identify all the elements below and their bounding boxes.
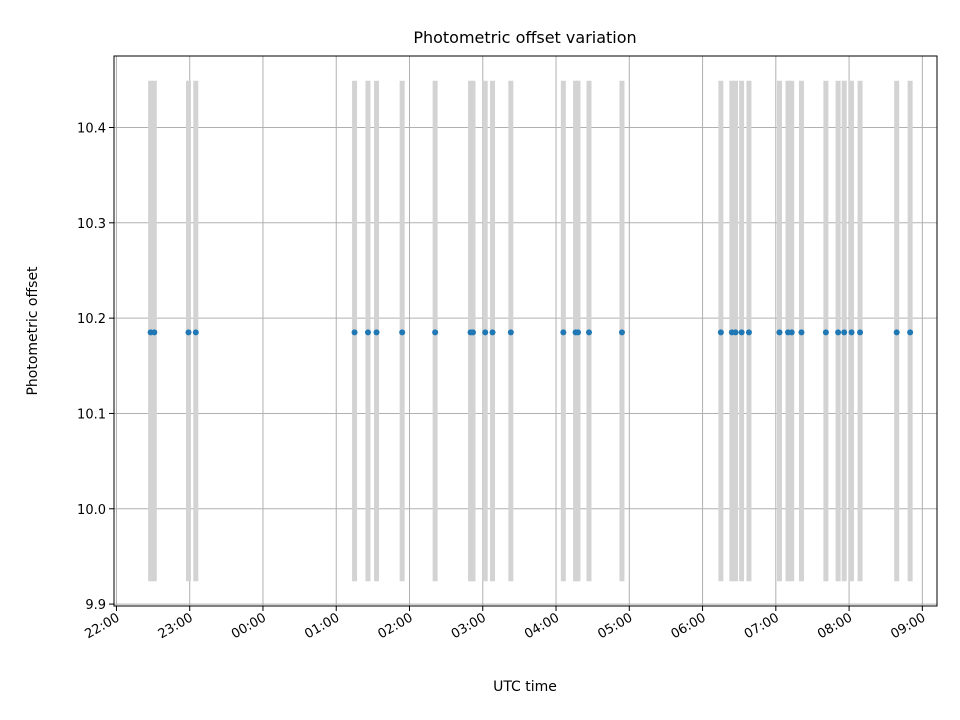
plot-frame xyxy=(113,55,938,607)
data-point xyxy=(835,329,842,336)
data-point xyxy=(822,329,829,336)
data-point xyxy=(192,329,199,336)
data-point xyxy=(585,329,592,336)
data-point xyxy=(732,329,739,336)
data-point xyxy=(560,329,567,336)
data-point xyxy=(798,329,805,336)
data-point xyxy=(469,329,476,336)
data-point xyxy=(482,329,489,336)
data-point xyxy=(907,329,914,336)
y-tick-label: 10.3 xyxy=(77,217,106,232)
y-tick-label: 9.9 xyxy=(85,598,106,613)
data-point xyxy=(618,329,625,336)
y-axis-label: Photometric offset xyxy=(25,266,41,396)
y-tick-label: 10.1 xyxy=(77,407,106,422)
data-point xyxy=(788,329,795,336)
y-axis-ticks: 9.9 10.0 10.1 10.2 10.3 10.4 xyxy=(77,121,114,613)
data-point xyxy=(432,329,439,336)
data-point xyxy=(841,329,848,336)
data-point xyxy=(776,329,783,336)
data-point xyxy=(575,329,582,336)
y-tick-label: 10.4 xyxy=(77,121,106,136)
data-point xyxy=(351,329,358,336)
data-point xyxy=(507,329,514,336)
data-point xyxy=(745,329,752,336)
plot-area xyxy=(114,56,937,606)
data-point xyxy=(893,329,900,336)
data-point xyxy=(151,329,158,336)
chart-title: Photometric offset variation xyxy=(413,28,636,47)
data-point xyxy=(857,329,864,336)
data-point xyxy=(848,329,855,336)
data-point xyxy=(399,329,406,336)
data-point xyxy=(185,329,192,336)
data-points xyxy=(147,329,914,336)
y-tick-label: 10.0 xyxy=(77,503,106,518)
x-axis-label: UTC time xyxy=(493,679,557,695)
data-point xyxy=(738,329,745,336)
data-point xyxy=(364,329,371,336)
data-point xyxy=(489,329,496,336)
data-point xyxy=(717,329,724,336)
data-point xyxy=(373,329,380,336)
y-tick-label: 10.2 xyxy=(77,312,106,327)
